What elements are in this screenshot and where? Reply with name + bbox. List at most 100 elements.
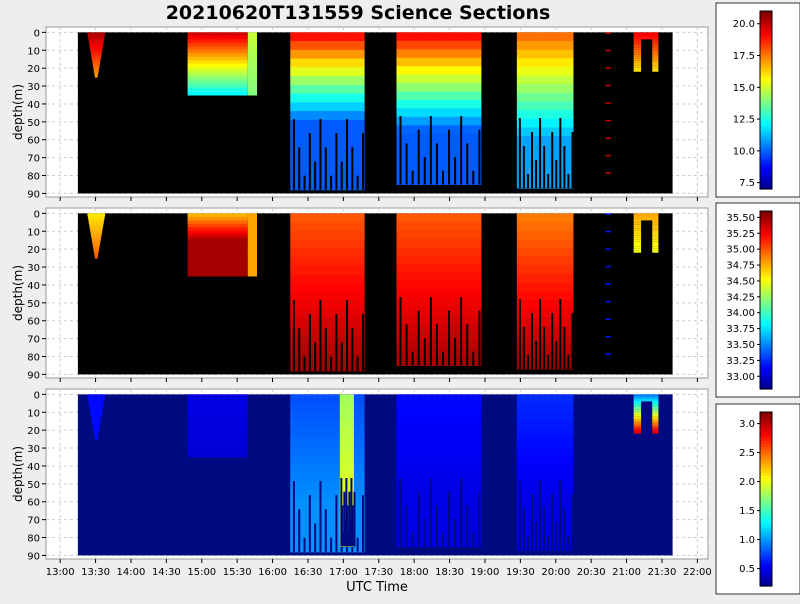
cast-gap [551,494,554,551]
y-tick-label: 20 [27,245,40,256]
data-cell [516,144,574,154]
data-cell [633,398,659,402]
cast-gap [526,355,529,370]
data-cell [633,248,642,251]
data-cell [187,81,248,86]
data-cell [516,230,574,240]
colorbar-swatch [760,159,772,163]
colorbar-swatch [760,329,772,334]
section-salinity [396,213,482,366]
data-cell [516,110,574,120]
data-cell [652,233,659,236]
data-cell [396,74,482,84]
data-cell [605,300,612,303]
data-cell [290,362,365,372]
data-cell [290,508,365,518]
data-cell [290,403,365,413]
section-temperature [290,32,365,191]
colorbar-swatch [760,583,772,587]
y-tick-label: 70 [27,335,40,346]
data-cell [652,416,659,419]
colorbar-tick-label: 1.0 [739,535,755,546]
data-cell [652,409,659,412]
data-cell [290,222,365,232]
colorbar-tick-label: 2.0 [739,477,755,488]
data-cell [290,102,365,112]
data-cell [247,258,257,263]
colorbar-swatch [760,168,772,172]
data-cell [247,241,257,246]
colorbar-swatch [760,368,772,372]
cast-gap [335,314,338,371]
data-cell [516,75,574,85]
colorbar-swatch [760,496,772,500]
data-cell [516,92,574,103]
data-cell [396,331,482,341]
data-cell [290,248,365,258]
data-cell [290,534,365,544]
cast-gap [478,129,481,185]
data-cell [187,436,248,441]
data-cell [187,234,248,239]
data-cell [516,420,574,430]
colorbar-swatch [760,525,772,529]
colorbar-swatch [760,536,772,541]
cast-gap [292,480,295,552]
colorbar-swatch [760,305,772,310]
data-cell [652,405,659,408]
data-cell [339,461,354,471]
cast-gap [466,505,469,547]
cast-gap [559,479,562,551]
data-cell [652,248,659,251]
cast-gap [535,160,538,189]
data-cell [633,217,659,221]
data-cell [187,255,248,260]
colorbar-swatch [760,258,772,263]
colorbar-swatch [760,52,772,57]
data-cell [516,343,574,353]
y-tick-label: 70 [27,154,40,165]
colorbar-swatch [760,243,772,248]
x-tick-label: 16:30 [294,567,323,578]
data-cell [187,84,248,89]
y-tick-label: 10 [27,408,40,419]
data-cell [633,235,642,238]
data-cell [247,81,257,86]
colorbar-tick-label: 34.00 [726,308,755,319]
colorbar-swatch [760,302,772,307]
y-axis-label: depth(m) [11,446,25,502]
colorbar-swatch [760,350,772,354]
data-cell [187,450,248,455]
colorbar-outline [759,210,773,390]
cast-gap [314,523,317,552]
data-cell [93,429,100,433]
data-cell [247,60,257,65]
colorbar-swatch [760,423,772,428]
data-cell [187,216,248,221]
data-cell [290,181,365,191]
data-cell [290,265,365,276]
colorbar-swatch [760,429,772,433]
cast-gap [535,341,538,370]
y-tick-label: 50 [27,118,40,129]
data-cell [247,56,257,61]
data-cell [87,215,105,219]
colorbar-frame [715,403,800,595]
colorbar-swatch [760,276,772,280]
data-cell [89,44,103,48]
data-cell [187,56,248,61]
y-tick-label: 60 [27,498,40,509]
data-cell [516,84,574,94]
data-cell [633,56,642,59]
section-temperature [516,32,574,189]
data-cell [652,224,659,227]
data-cell [290,128,365,138]
data-cell [633,62,642,66]
data-cell [605,102,612,104]
data-cell [652,411,659,415]
data-cell [187,404,248,409]
data-cell [396,57,482,67]
cast-gap [522,327,525,370]
data-cell [187,408,248,413]
cast-gap [551,132,554,189]
